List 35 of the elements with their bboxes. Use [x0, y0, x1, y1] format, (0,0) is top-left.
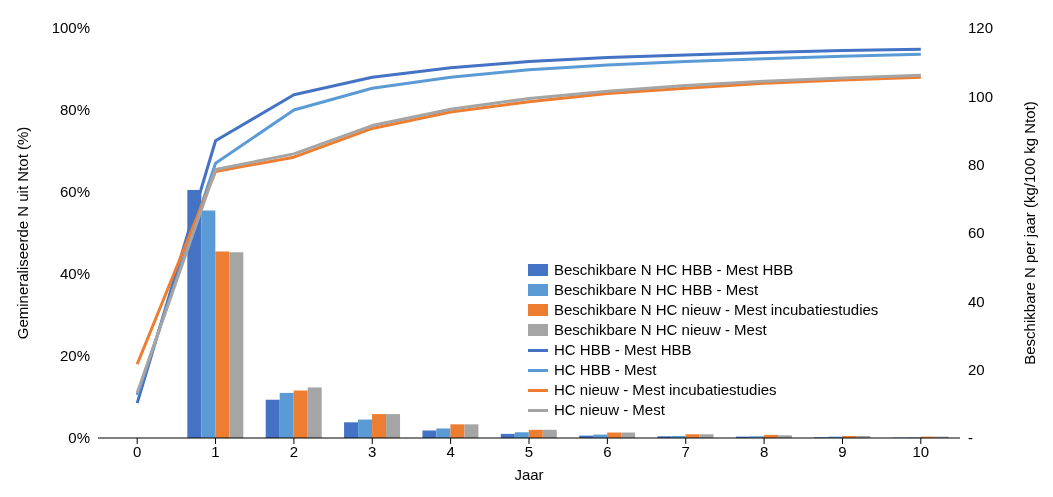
legend-label: HC nieuw - Mest incubatiestudies: [554, 380, 777, 400]
x-tick-label: 6: [603, 442, 612, 460]
y2-axis-title: Beschikbare N per jaar (kg/100 kg Ntot): [1021, 101, 1039, 365]
y-tick-label: 80%: [59, 101, 90, 119]
x-tick-label: 10: [912, 442, 930, 460]
y2-tick-label: 40: [968, 292, 985, 310]
legend-label: HC HBB - Mest: [554, 360, 657, 380]
y2-tick-label: 60: [968, 224, 985, 242]
y2-tick-label: 80: [968, 155, 985, 173]
x-axis-title: Jaar: [514, 466, 544, 483]
y2-tick-label: 20: [968, 360, 985, 378]
y-axis-title: Gemineraliseerde N uit Ntot (%): [14, 126, 32, 340]
y-tick-label: 40%: [59, 265, 90, 283]
legend-label: HC nieuw - Mest: [554, 400, 665, 420]
x-tick-label: 8: [759, 442, 769, 460]
x-tick-label: 5: [524, 442, 534, 460]
legend-label: Beschikbare N HC HBB - Mest: [554, 280, 759, 300]
legend-label: HC HBB - Mest HBB: [554, 340, 692, 360]
y2-tick-label: 100: [968, 87, 994, 105]
y-tick-label: 100%: [51, 19, 90, 37]
legend-label: Beschikbare N HC nieuw - Mest incubatiestudies: [554, 300, 879, 320]
x-tick-label: 7: [681, 442, 690, 460]
x-tick-label: 9: [838, 442, 847, 460]
x-tick-label: 4: [446, 442, 455, 460]
y-tick-label: 0%: [68, 429, 90, 447]
y2-tick-label: -: [968, 429, 973, 447]
y-tick-label: 60%: [59, 183, 90, 201]
x-tick-label: 0: [133, 442, 142, 460]
y2-tick-label: 120: [968, 19, 994, 37]
legend-label: Beschikbare N HC nieuw - Mest: [554, 320, 767, 340]
x-tick-label: 3: [368, 442, 377, 460]
x-tick-label: 1: [211, 442, 220, 460]
x-tick-label: 2: [289, 442, 299, 460]
y-tick-label: 20%: [59, 347, 90, 365]
legend-label: Beschikbare N HC HBB - Mest HBB: [554, 260, 794, 280]
